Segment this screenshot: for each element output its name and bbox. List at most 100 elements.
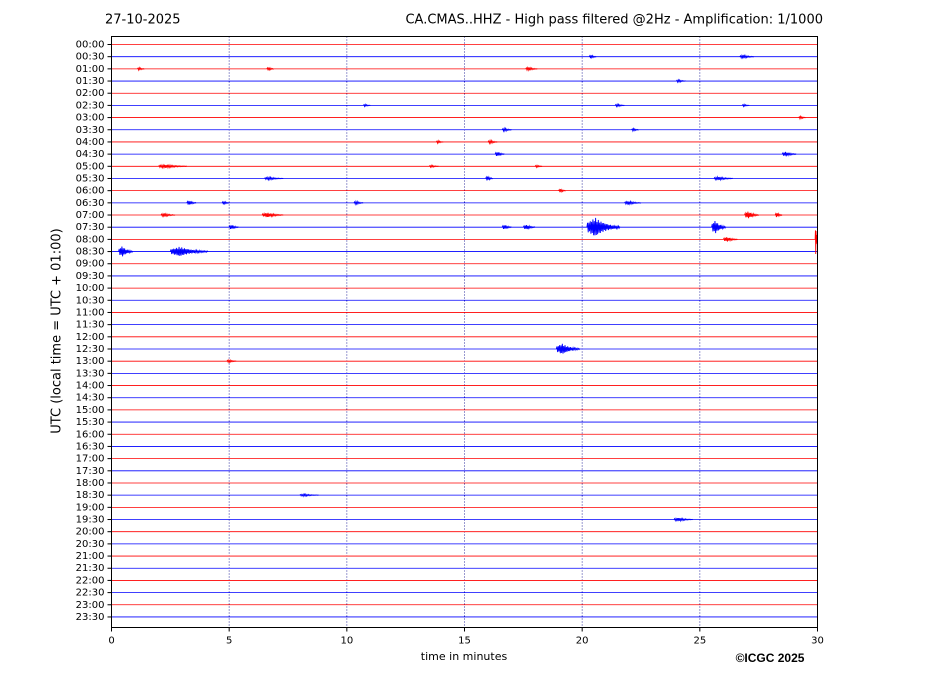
y-tick-label: 20:00 — [76, 527, 105, 538]
y-tick-label: 17:30 — [76, 466, 105, 477]
y-tick-label: 00:00 — [76, 40, 105, 51]
seismic-event — [226, 358, 237, 364]
seismic-event — [353, 199, 364, 206]
seismic-event — [624, 199, 642, 206]
date: 27-10-2025 — [105, 13, 181, 28]
y-tick-label: 20:30 — [76, 539, 105, 550]
y-tick-label: 15:00 — [76, 405, 105, 416]
y-tick-label: 19:00 — [76, 502, 105, 513]
seismic-event — [160, 212, 176, 218]
y-axis-label: UTC (local time = UTC + 01:00) — [50, 228, 65, 433]
y-tick-label: 13:30 — [76, 368, 105, 379]
seismic-event — [739, 54, 755, 60]
y-tick-label: 04:00 — [76, 137, 105, 148]
y-tick-label: 03:30 — [76, 125, 105, 136]
y-tick-label: 16:30 — [76, 441, 105, 452]
y-tick-label: 09:00 — [76, 259, 105, 270]
y-tick-label: 22:00 — [76, 575, 105, 586]
seismic-event — [299, 492, 319, 498]
y-tick-label: 13:00 — [76, 356, 105, 367]
seismic-event — [774, 212, 783, 218]
seismic-event — [798, 114, 806, 121]
y-tick-label: 21:00 — [76, 551, 105, 562]
y-tick-label: 03:00 — [76, 113, 105, 124]
y-tick-label: 09:30 — [76, 271, 105, 282]
y-tick-label: 22:30 — [76, 588, 105, 599]
y-tick-label: 23:00 — [76, 600, 105, 611]
x-tick-label: 30 — [811, 636, 824, 647]
x-axis-label: time in minutes — [421, 650, 508, 663]
y-tick-label: 18:00 — [76, 478, 105, 489]
y-tick-label: 06:30 — [76, 198, 105, 209]
y-tick-label: 12:00 — [76, 332, 105, 343]
seismic-event — [186, 200, 197, 205]
y-tick-label: 07:00 — [76, 210, 105, 221]
seismic-event — [675, 78, 686, 84]
seismic-event — [485, 175, 494, 181]
x-tick-label: 15 — [458, 636, 471, 647]
y-tick-label: 02:00 — [76, 88, 105, 99]
seismic-event — [586, 217, 621, 236]
seismic-event — [713, 175, 734, 182]
x-tick-label: 5 — [226, 636, 232, 647]
y-tick-label: 17:00 — [76, 454, 105, 465]
y-tick-label: 01:30 — [76, 76, 105, 87]
seismic-event — [588, 54, 597, 60]
seismic-event — [781, 151, 797, 157]
seismic-event — [435, 139, 444, 145]
seismic-event — [261, 211, 284, 218]
y-tick-label: 11:00 — [76, 307, 105, 318]
seismic-event — [534, 164, 543, 169]
seismic-event — [494, 151, 505, 156]
seismic-event — [673, 517, 693, 523]
seismic-event — [501, 224, 512, 230]
y-tick-label: 02:30 — [76, 100, 105, 111]
y-tick-label: 10:00 — [76, 283, 105, 294]
y-tick-label: 00:30 — [76, 52, 105, 63]
seismic-event — [501, 126, 512, 133]
seismic-event — [169, 246, 209, 256]
y-tick-label: 05:30 — [76, 173, 105, 184]
seismic-event — [555, 343, 581, 354]
seismic-event — [614, 102, 625, 108]
seismic-event — [264, 175, 284, 182]
seismic-event — [522, 224, 536, 230]
seismic-event — [711, 221, 727, 234]
seismic-event — [741, 103, 750, 108]
y-tick-label: 15:30 — [76, 417, 105, 428]
y-tick-label: 14:00 — [76, 381, 105, 392]
seismic-event — [266, 66, 275, 72]
seismic-event — [221, 200, 230, 206]
y-tick-label: 11:30 — [76, 320, 105, 331]
seismic-event — [744, 211, 760, 219]
y-tick-label: 19:30 — [76, 515, 105, 526]
y-tick-label: 14:30 — [76, 393, 105, 404]
y-tick-label: 10:30 — [76, 295, 105, 306]
seismic-event — [228, 224, 239, 230]
y-tick-label: 23:30 — [76, 612, 105, 623]
seismic-event — [631, 127, 639, 133]
y-tick-label: 01:00 — [76, 64, 105, 75]
plot-area — [111, 36, 818, 628]
seismic-event — [118, 246, 134, 257]
seismic-event — [558, 188, 566, 194]
copyright: ©ICGC 2025 — [736, 651, 805, 665]
y-tick-label: 16:00 — [76, 429, 105, 440]
y-tick-label: 04:30 — [76, 149, 105, 160]
seismic-event — [722, 236, 738, 243]
seismic-event — [137, 66, 145, 72]
seismic-event — [362, 103, 371, 108]
x-tick-label: 20 — [576, 636, 589, 647]
y-tick-label: 21:30 — [76, 563, 105, 574]
seismic-event — [428, 164, 439, 169]
seismic-event — [525, 65, 538, 72]
y-tick-label: 18:30 — [76, 490, 105, 501]
y-tick-label: 05:00 — [76, 161, 105, 172]
y-tick-label: 12:30 — [76, 344, 105, 355]
x-tick-label: 0 — [108, 636, 114, 647]
seismic-event — [487, 138, 498, 145]
x-tick-label: 10 — [340, 636, 353, 647]
